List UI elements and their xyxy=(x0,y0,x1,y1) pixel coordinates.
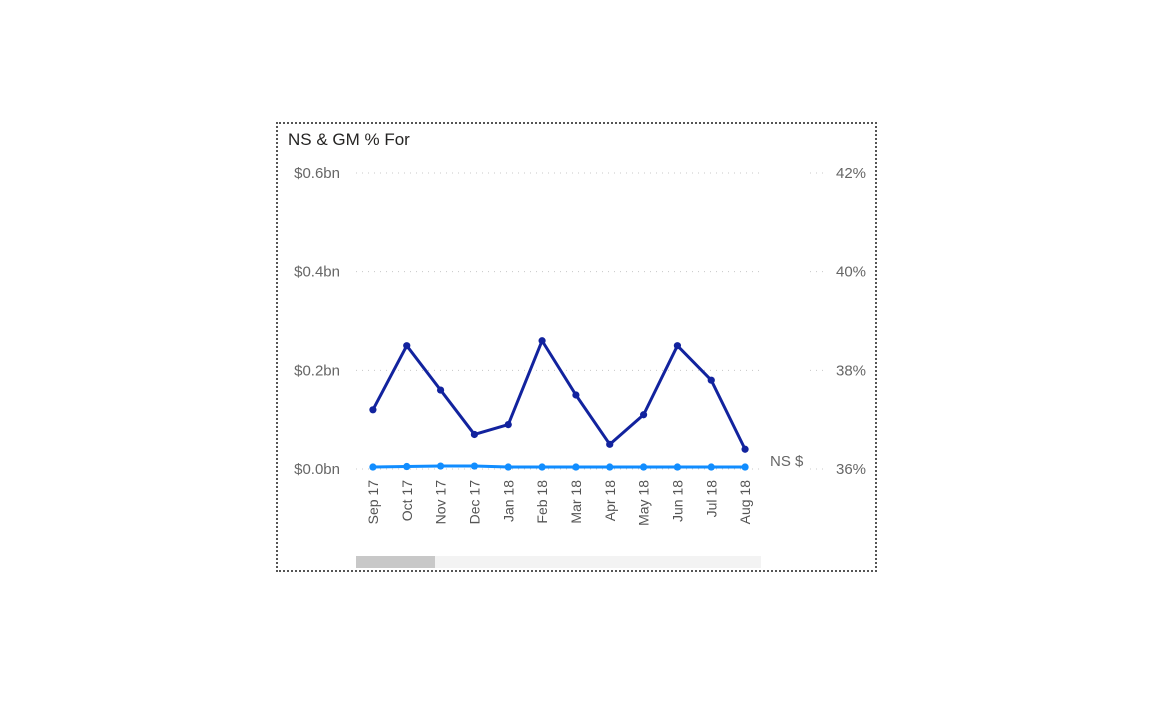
data-point xyxy=(403,462,411,471)
y-axis-left-tick-label: $0.2bn xyxy=(294,362,340,379)
y-axis-right-tick-label: 42% xyxy=(836,165,866,182)
y-axis-left-tick-label: $0.4bn xyxy=(294,264,340,281)
y-axis-right-tick-label: 38% xyxy=(836,362,866,379)
y-axis-right-tick-label: 40% xyxy=(836,264,866,281)
x-axis-tick-label: Sep 17 xyxy=(365,480,381,525)
data-point xyxy=(741,463,749,471)
data-point xyxy=(606,463,614,471)
data-point xyxy=(707,463,715,471)
data-point xyxy=(436,462,445,470)
data-point xyxy=(470,462,479,470)
x-axis-tick-label: Mar 18 xyxy=(568,480,584,524)
line-chart: $0.0bn $0.2bn $0.4bn $0.6bn 36% 38% 40% 42% Se… xyxy=(294,165,866,526)
data-point xyxy=(504,421,512,429)
data-point xyxy=(572,391,580,399)
y-axis-left-tick-label: $0.0bn xyxy=(294,461,340,478)
data-point xyxy=(369,406,377,414)
x-axis-tick-label: May 18 xyxy=(636,480,652,526)
data-point xyxy=(639,411,648,419)
data-point xyxy=(470,430,479,439)
horizontal-scrollbar-track[interactable] xyxy=(356,556,761,568)
x-axis-tick-label: Jun 18 xyxy=(669,480,685,522)
x-axis-tick-label: Jan 18 xyxy=(500,480,516,522)
series-line-ns- xyxy=(372,464,746,469)
x-axis-tick-label: Jul 18 xyxy=(703,480,719,518)
horizontal-scrollbar-thumb[interactable] xyxy=(356,556,435,568)
data-point xyxy=(538,337,546,345)
y-axis-right-tick-label: 36% xyxy=(836,461,866,478)
y-axis-left-tick-label: $0.6bn xyxy=(294,165,340,182)
x-axis-tick-label: Feb 18 xyxy=(534,480,550,524)
series-line-series-2 xyxy=(371,339,747,450)
data-point xyxy=(741,445,749,453)
data-point xyxy=(673,342,682,350)
x-axis-tick-label: Apr 18 xyxy=(602,480,618,521)
data-point xyxy=(707,376,715,384)
data-point xyxy=(403,342,411,350)
data-point xyxy=(639,463,648,471)
data-point xyxy=(436,386,445,394)
chart-visual[interactable]: NS & GM % For $0.0bn $0.2bn $0.4bn $0.6bn 3… xyxy=(276,122,877,572)
data-point xyxy=(504,463,512,471)
x-axis-tick-label: Dec 17 xyxy=(466,480,482,525)
data-point xyxy=(673,463,682,471)
data-point xyxy=(369,463,377,471)
x-axis-tick-label: Oct 17 xyxy=(399,480,415,521)
series-end-label: NS $ xyxy=(770,453,804,470)
data-point xyxy=(572,463,580,471)
chart-title: NS & GM % For xyxy=(288,130,410,149)
data-point xyxy=(538,463,546,471)
x-axis-tick-label: Aug 18 xyxy=(737,480,753,525)
x-axis-tick-label: Nov 17 xyxy=(433,480,449,525)
data-point xyxy=(606,440,614,448)
